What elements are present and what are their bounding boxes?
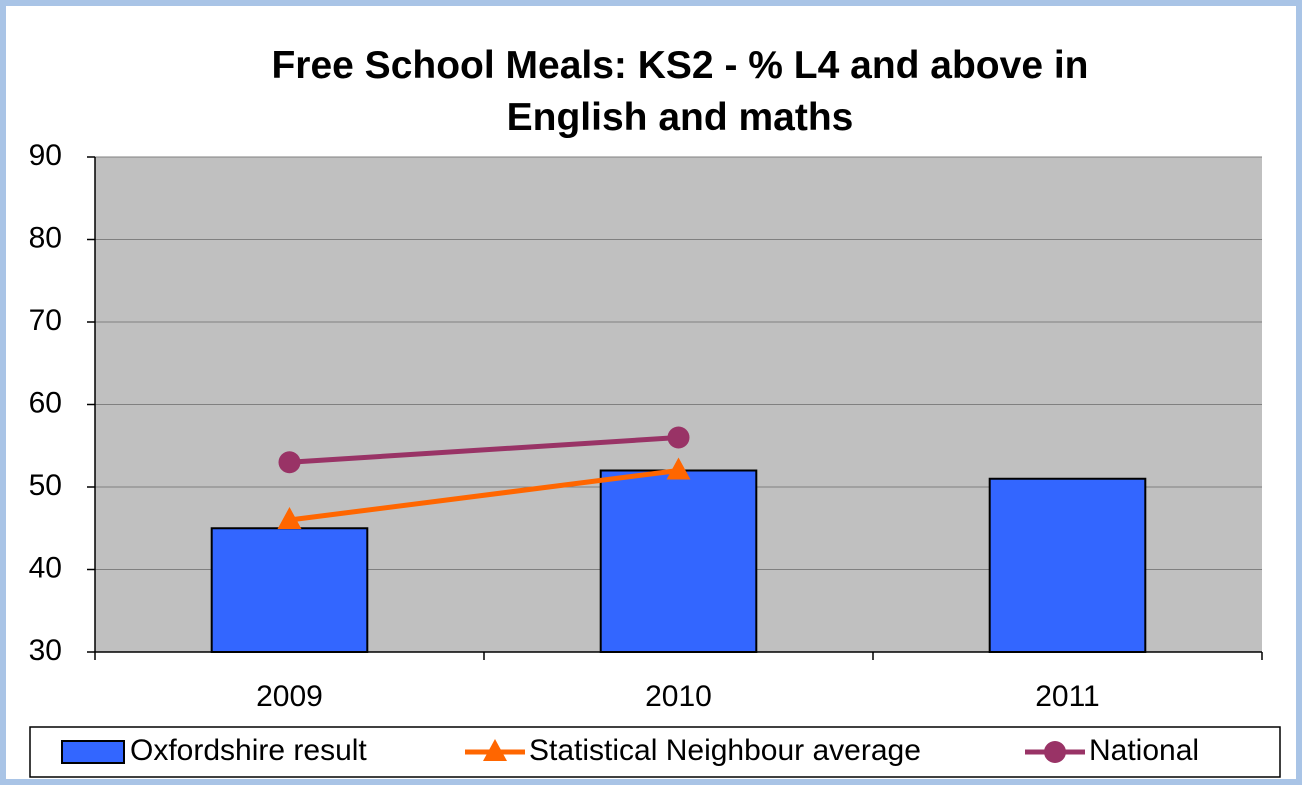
y-tick-label: 60 <box>29 386 62 419</box>
legend-marker <box>1044 741 1066 763</box>
bar <box>599 469 758 653</box>
legend-label: Oxfordshire result <box>130 734 367 767</box>
y-tick-label: 40 <box>29 551 62 584</box>
bar <box>210 527 369 653</box>
line <box>289 435 679 465</box>
y-tick-label: 70 <box>29 304 62 337</box>
bar <box>988 477 1147 653</box>
legend-marker <box>483 739 507 761</box>
chart-title: Free School Meals: KS2 - % L4 and above … <box>271 44 1089 139</box>
y-tick-label: 50 <box>29 469 62 502</box>
line <box>289 468 679 523</box>
legend-label: Statistical Neighbour average <box>529 734 921 767</box>
marker <box>667 426 690 449</box>
marker <box>277 507 302 529</box>
y-tick-label: 90 <box>29 139 62 172</box>
x-tick-label: 2011 <box>1035 680 1100 713</box>
x-tick-label: 2010 <box>645 680 712 713</box>
x-tick-label: 2009 <box>256 680 323 713</box>
legend-swatch <box>61 740 125 764</box>
y-tick-label: 80 <box>29 221 62 254</box>
y-tick-label: 30 <box>29 634 62 667</box>
marker <box>666 457 691 480</box>
legend-label: National <box>1089 734 1199 767</box>
marker <box>278 451 301 474</box>
